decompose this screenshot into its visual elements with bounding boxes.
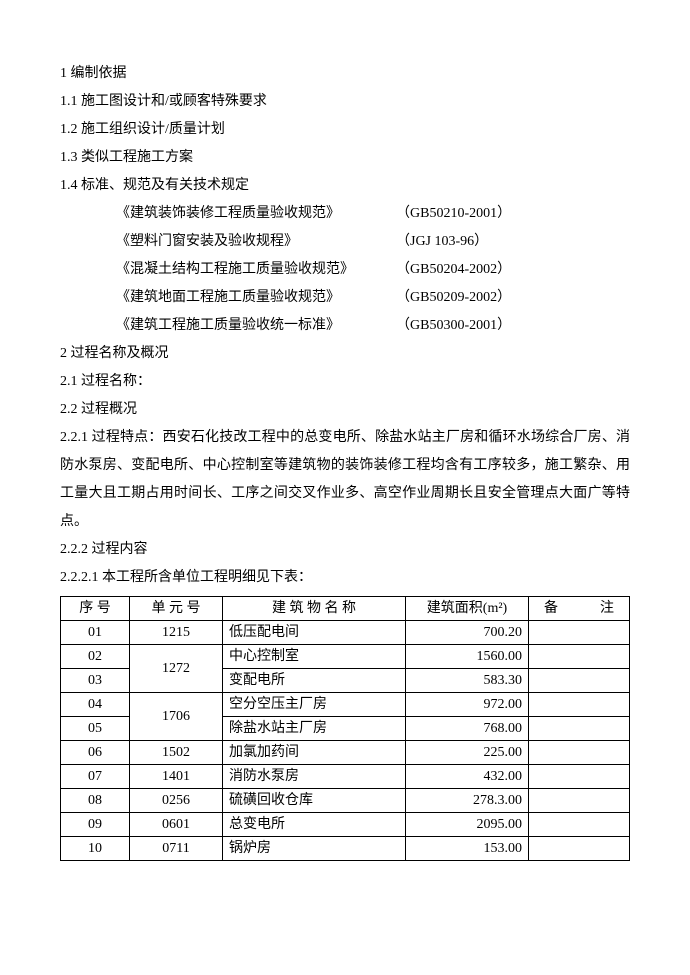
standard-name: 《建筑工程施工质量验收统一标准》 <box>116 312 396 340</box>
heading-1: 1 编制依据 <box>60 60 630 88</box>
cell-note <box>529 669 630 693</box>
cell-note <box>529 717 630 741</box>
cell-name: 变配电所 <box>223 669 406 693</box>
cell-area: 583.30 <box>406 669 529 693</box>
item-1-4: 1.4 标准、规范及有关技术规定 <box>60 172 630 200</box>
item-2-2: 2.2 过程概况 <box>60 396 630 424</box>
standard-code: （GB50210-2001） <box>396 200 630 228</box>
item-2-2-2-1: 2.2.2.1 本工程所含单位工程明细见下表： <box>60 564 630 592</box>
th-name: 建 筑 物 名 称 <box>223 597 406 621</box>
cell-note <box>529 789 630 813</box>
cell-unit: 1502 <box>130 741 223 765</box>
cell-name: 锅炉房 <box>223 837 406 861</box>
standard-code: （GB50204-2002） <box>396 256 630 284</box>
cell-name: 除盐水站主厂房 <box>223 717 406 741</box>
cell-area: 768.00 <box>406 717 529 741</box>
unit-project-table: 序 号 单 元 号 建 筑 物 名 称 建筑面积(m²) 备 注 011215低… <box>60 596 630 861</box>
cell-seq: 03 <box>61 669 130 693</box>
cell-area: 225.00 <box>406 741 529 765</box>
th-area: 建筑面积(m²) <box>406 597 529 621</box>
item-2-1: 2.1 过程名称： <box>60 368 630 396</box>
th-seq: 序 号 <box>61 597 130 621</box>
cell-unit: 0711 <box>130 837 223 861</box>
standard-code: （JGJ 103-96） <box>396 228 630 256</box>
standard-name: 《塑料门窗安装及验收规程》 <box>116 228 396 256</box>
cell-unit: 1706 <box>130 693 223 741</box>
cell-name: 加氯加药间 <box>223 741 406 765</box>
cell-note <box>529 693 630 717</box>
cell-name: 中心控制室 <box>223 645 406 669</box>
cell-seq: 01 <box>61 621 130 645</box>
cell-area: 2095.00 <box>406 813 529 837</box>
th-note: 备 注 <box>529 597 630 621</box>
cell-area: 1560.00 <box>406 645 529 669</box>
cell-seq: 05 <box>61 717 130 741</box>
standard-row: 《混凝土结构工程施工质量验收规范》（GB50204-2002） <box>60 256 630 284</box>
standard-code: （GB50300-2001） <box>396 312 630 340</box>
cell-seq: 07 <box>61 765 130 789</box>
standard-name: 《混凝土结构工程施工质量验收规范》 <box>116 256 396 284</box>
table-row: 100711锅炉房153.00 <box>61 837 630 861</box>
cell-seq: 04 <box>61 693 130 717</box>
cell-area: 278.3.00 <box>406 789 529 813</box>
cell-area: 153.00 <box>406 837 529 861</box>
cell-note <box>529 645 630 669</box>
table-row: 061502加氯加药间225.00 <box>61 741 630 765</box>
cell-name: 总变电所 <box>223 813 406 837</box>
heading-2: 2 过程名称及概况 <box>60 340 630 368</box>
standard-row: 《建筑工程施工质量验收统一标准》（GB50300-2001） <box>60 312 630 340</box>
cell-area: 972.00 <box>406 693 529 717</box>
table-row: 090601总变电所2095.00 <box>61 813 630 837</box>
table-row: 080256硫磺回收仓库278.3.00 <box>61 789 630 813</box>
cell-unit: 0256 <box>130 789 223 813</box>
cell-name: 硫磺回收仓库 <box>223 789 406 813</box>
cell-note <box>529 741 630 765</box>
cell-name: 消防水泵房 <box>223 765 406 789</box>
cell-name: 空分空压主厂房 <box>223 693 406 717</box>
item-2-2-2: 2.2.2 过程内容 <box>60 536 630 564</box>
standards-list: 《建筑装饰装修工程质量验收规范》（GB50210-2001）《塑料门窗安装及验收… <box>60 200 630 340</box>
cell-note <box>529 813 630 837</box>
cell-unit: 0601 <box>130 813 223 837</box>
cell-note <box>529 765 630 789</box>
table-header-row: 序 号 单 元 号 建 筑 物 名 称 建筑面积(m²) 备 注 <box>61 597 630 621</box>
cell-seq: 08 <box>61 789 130 813</box>
item-1-1: 1.1 施工图设计和/或顾客特殊要求 <box>60 88 630 116</box>
cell-name: 低压配电间 <box>223 621 406 645</box>
standard-row: 《塑料门窗安装及验收规程》（JGJ 103-96） <box>60 228 630 256</box>
standard-name: 《建筑装饰装修工程质量验收规范》 <box>116 200 396 228</box>
cell-unit: 1401 <box>130 765 223 789</box>
cell-note <box>529 837 630 861</box>
th-unit: 单 元 号 <box>130 597 223 621</box>
standard-name: 《建筑地面工程施工质量验收规范》 <box>116 284 396 312</box>
table-row: 071401消防水泵房432.00 <box>61 765 630 789</box>
table-row: 041706空分空压主厂房972.00 <box>61 693 630 717</box>
item-2-2-1: 2.2.1 过程特点：西安石化技改工程中的总变电所、除盐水站主厂房和循环水场综合… <box>60 424 630 536</box>
table-row: 011215低压配电间700.20 <box>61 621 630 645</box>
standard-code: （GB50209-2002） <box>396 284 630 312</box>
document-page: 1 编制依据 1.1 施工图设计和/或顾客特殊要求 1.2 施工组织设计/质量计… <box>0 0 690 901</box>
standard-row: 《建筑地面工程施工质量验收规范》（GB50209-2002） <box>60 284 630 312</box>
cell-unit: 1272 <box>130 645 223 693</box>
table-row: 021272中心控制室1560.00 <box>61 645 630 669</box>
item-1-3: 1.3 类似工程施工方案 <box>60 144 630 172</box>
cell-area: 700.20 <box>406 621 529 645</box>
cell-seq: 10 <box>61 837 130 861</box>
item-1-2: 1.2 施工组织设计/质量计划 <box>60 116 630 144</box>
cell-seq: 02 <box>61 645 130 669</box>
cell-seq: 06 <box>61 741 130 765</box>
cell-area: 432.00 <box>406 765 529 789</box>
cell-unit: 1215 <box>130 621 223 645</box>
cell-note <box>529 621 630 645</box>
standard-row: 《建筑装饰装修工程质量验收规范》（GB50210-2001） <box>60 200 630 228</box>
cell-seq: 09 <box>61 813 130 837</box>
